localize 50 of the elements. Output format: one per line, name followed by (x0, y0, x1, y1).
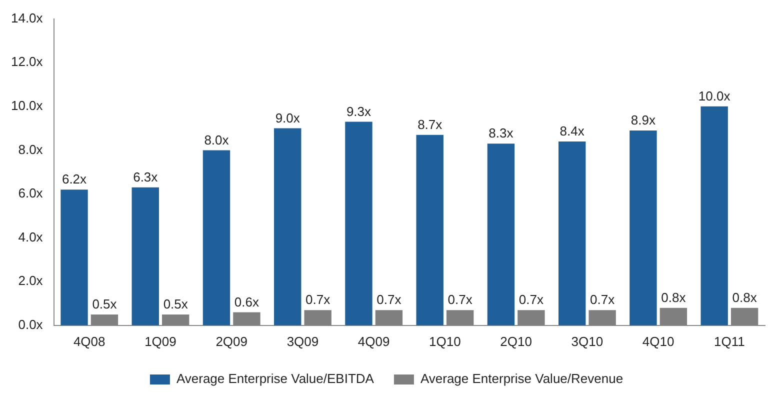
data-label: 10.0x (698, 88, 731, 104)
x-tick-label: 3Q10 (571, 334, 604, 349)
bar (416, 134, 444, 326)
data-label: 0.7x (376, 292, 402, 308)
data-label: 0.7x (518, 292, 544, 308)
data-label: 6.2x (62, 172, 88, 187)
x-tick-label: 4Q08 (73, 334, 106, 349)
data-label: 8.3x (488, 126, 514, 141)
data-label: 0.7x (306, 292, 331, 308)
data-label: 6.3x (133, 170, 158, 185)
bar (558, 141, 586, 326)
legend-label: Average Enterprise Value/Revenue (420, 371, 624, 386)
data-label: 8.9x (630, 112, 656, 128)
data-label: 8.0x (204, 132, 230, 148)
y-tick-label: 10.0x (10, 98, 44, 113)
x-tick-label: 4Q10 (642, 334, 674, 349)
bar (630, 130, 657, 326)
x-tick-label: 2Q09 (216, 334, 248, 349)
legend-label: Average Enterprise Value/EBITDA (176, 371, 374, 386)
data-label: 9.3x (346, 104, 372, 119)
y-tick-label: 2.0x (18, 273, 44, 288)
x-tick-label: 2Q10 (500, 334, 532, 349)
bar (487, 144, 515, 326)
x-tick-label: 3Q09 (286, 334, 319, 349)
data-label: 0.5x (92, 296, 118, 312)
data-label: 8.4x (560, 124, 585, 139)
data-label: 0.5x (163, 296, 188, 312)
data-label: 0.7x (590, 292, 616, 308)
y-tick-label: 12.0x (10, 54, 44, 70)
x-tick-label: 1Q10 (429, 334, 461, 349)
x-tick-label: 4Q09 (358, 334, 390, 349)
y-tick-label: 0.0x (18, 316, 44, 332)
y-tick-label: 6.0x (18, 186, 44, 201)
data-label: 8.7x (418, 116, 443, 132)
bar (132, 187, 159, 326)
y-tick-label: 14.0x (10, 10, 44, 26)
bar (700, 106, 728, 326)
x-tick-label: 1Q09 (144, 334, 176, 349)
data-label: 0.6x (234, 294, 260, 310)
x-tick-label: 1Q11 (714, 334, 745, 349)
data-label: 0.8x (661, 290, 686, 305)
data-label: 0.7x (448, 292, 473, 308)
data-label: 0.8x (732, 290, 758, 305)
bar (60, 190, 88, 326)
bar (202, 150, 230, 326)
bar (274, 128, 302, 326)
y-tick-label: 4.0x (18, 229, 44, 244)
bar (345, 122, 372, 326)
y-tick-label: 8.0x (18, 142, 44, 157)
data-label: 9.0x (275, 110, 300, 126)
